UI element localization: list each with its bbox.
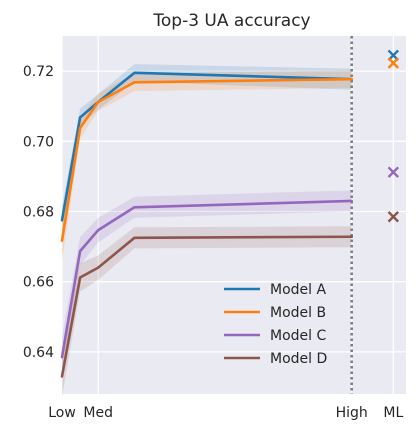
ml-marker (387, 57, 400, 69)
confidence-bands (62, 64, 352, 398)
confidence-band (62, 226, 352, 398)
x-tick-label: Med (83, 405, 113, 421)
y-tick-label: 0.70 (23, 134, 54, 150)
y-tick-label: 0.72 (23, 64, 54, 80)
y-axis-ticks: 0.64 0.66 0.68 0.70 0.72 (23, 64, 54, 361)
confidence-band (62, 190, 352, 379)
legend: Model A Model B Model C Model D (224, 282, 327, 367)
x-tick-label: ML (383, 405, 403, 421)
confidence-band (62, 64, 352, 235)
legend-label: Model C (270, 328, 326, 344)
ml-marker (387, 211, 400, 223)
series-line (60, 235, 353, 378)
x-axis-ticks: Low Med High ML (48, 405, 403, 421)
y-tick-label: 0.64 (23, 345, 54, 361)
chart-title: Top-3 UA accuracy (152, 11, 310, 31)
y-tick-label: 0.68 (23, 204, 54, 220)
legend-label: Model B (270, 305, 326, 321)
series-line (60, 199, 353, 359)
legend-label: Model A (270, 282, 326, 298)
x-tick-label: High (336, 405, 368, 421)
ml-markers (387, 49, 400, 223)
series-lines (60, 71, 353, 378)
legend-label: Model D (270, 351, 327, 367)
ml-marker (387, 166, 400, 178)
series-line (60, 77, 353, 242)
ml-marker (387, 49, 400, 62)
y-tick-label: 0.66 (23, 275, 54, 291)
x-tick-label: Low (48, 405, 76, 421)
